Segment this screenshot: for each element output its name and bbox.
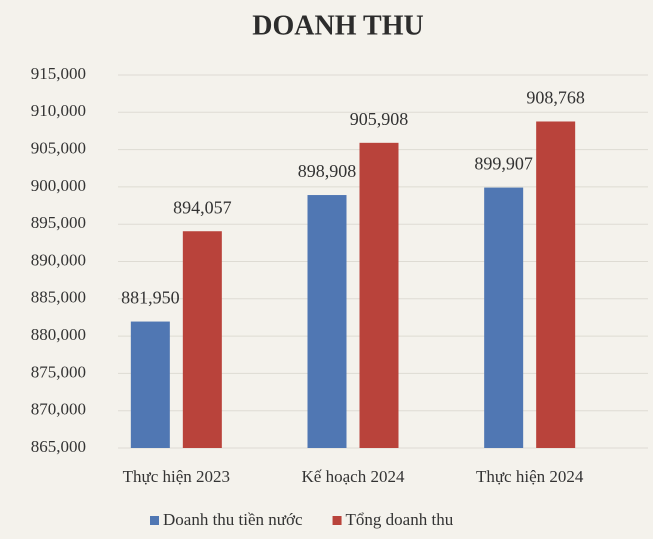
legend-swatch — [150, 516, 159, 525]
y-tick-label: 900,000 — [31, 176, 86, 195]
value-label: 905,908 — [350, 109, 409, 129]
legend-label: Tổng doanh thu — [346, 510, 454, 529]
y-tick-label: 885,000 — [31, 288, 86, 307]
y-tick-label: 870,000 — [31, 400, 86, 419]
bar — [536, 121, 576, 448]
x-tick-label: Thực hiện 2023 — [123, 467, 230, 486]
y-tick-label: 865,000 — [31, 437, 86, 456]
bar — [182, 231, 222, 448]
value-label: 894,057 — [173, 197, 232, 217]
y-tick-label: 875,000 — [31, 362, 86, 381]
value-label: 908,768 — [526, 88, 585, 108]
y-tick-label: 915,000 — [31, 64, 86, 83]
y-tick-label: 905,000 — [31, 139, 86, 158]
bar — [130, 321, 170, 448]
x-tick-label: Kế hoạch 2024 — [302, 467, 405, 486]
value-label: 881,950 — [121, 288, 180, 308]
x-tick-label: Thực hiện 2024 — [476, 467, 584, 486]
value-label: 899,907 — [474, 154, 533, 174]
bar — [484, 187, 524, 448]
y-tick-label: 880,000 — [31, 325, 86, 344]
bar — [307, 195, 347, 448]
value-label: 898,908 — [298, 161, 357, 181]
y-tick-label: 890,000 — [31, 250, 86, 269]
bar — [359, 142, 399, 448]
y-tick-label: 895,000 — [31, 213, 86, 232]
legend-label: Doanh thu tiền nước — [163, 510, 303, 529]
y-tick-label: 910,000 — [31, 101, 86, 120]
chart-title: DOANH THU — [252, 10, 423, 41]
legend-swatch — [332, 516, 342, 525]
